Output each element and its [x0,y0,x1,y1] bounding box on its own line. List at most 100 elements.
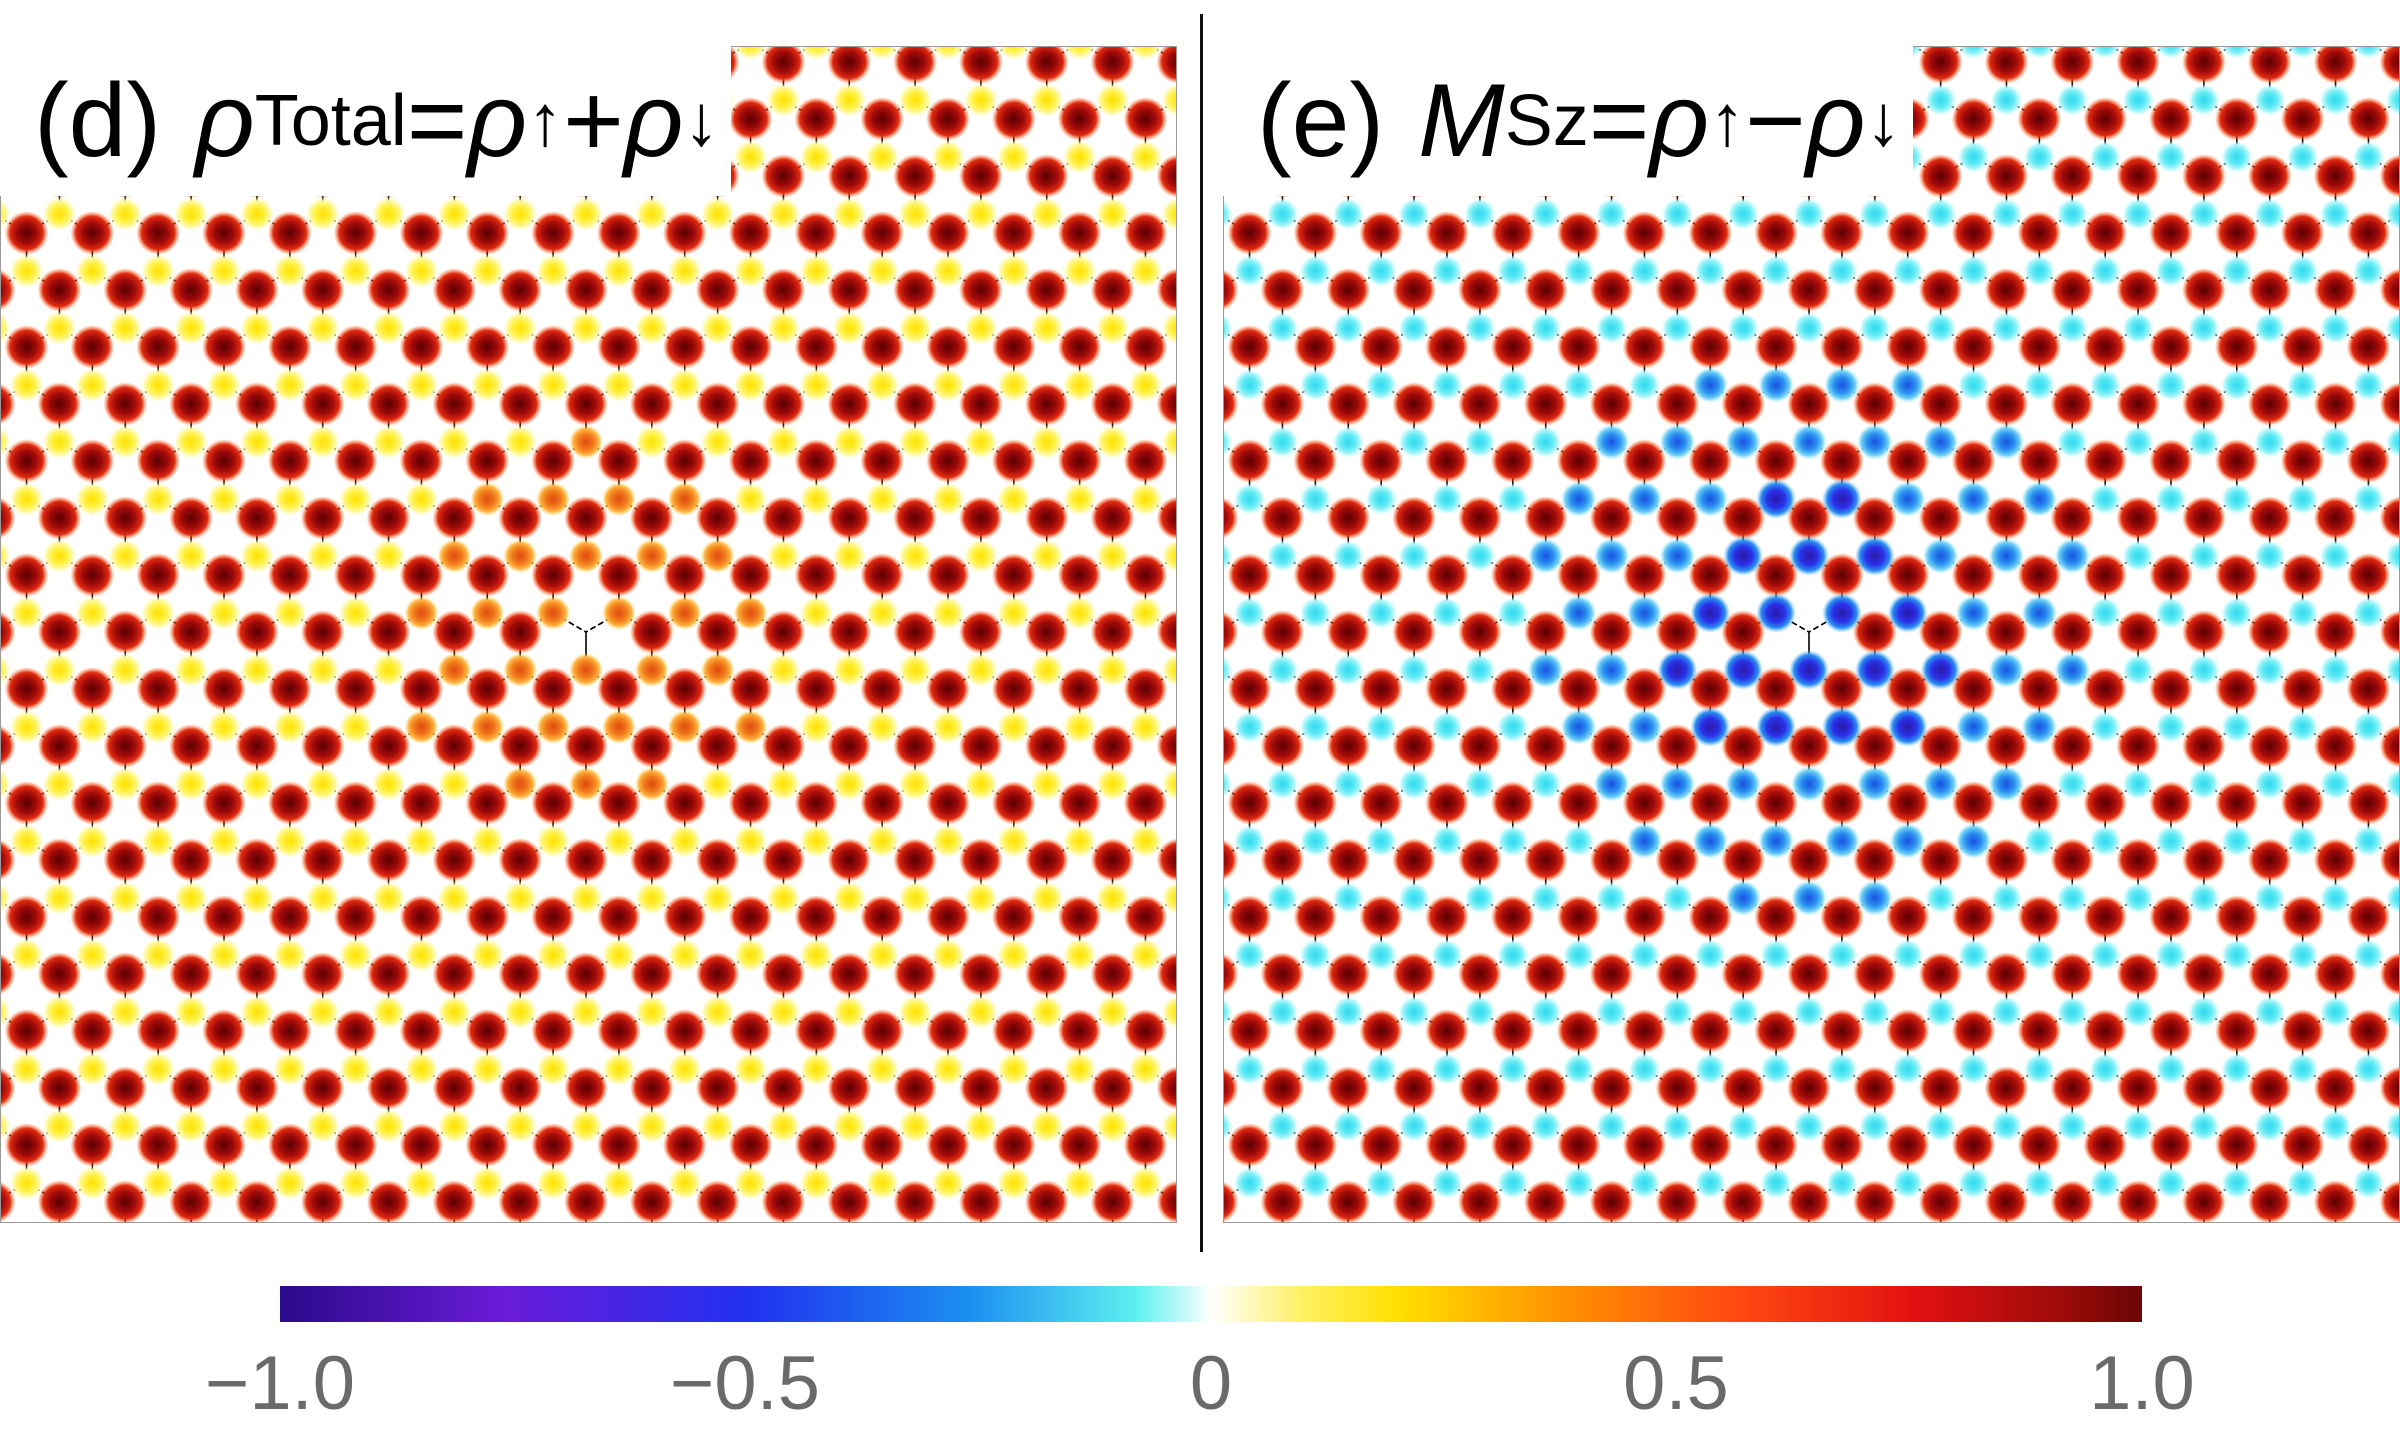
site-a [498,610,543,654]
site-a [1227,553,1272,597]
site-b [1955,595,1992,631]
site-b [2319,540,2352,572]
site-b [766,881,801,915]
site-b [75,938,110,972]
site-b [1957,369,1990,401]
site-b [1161,767,1176,801]
site-b [1431,255,1464,287]
site-a [432,496,477,540]
site-b [75,824,110,858]
site-a [1622,325,1667,369]
site-a [596,553,641,597]
site-b [108,995,143,1029]
site-b [2056,996,2089,1028]
site-b [2253,426,2286,458]
site-b [75,1166,110,1200]
site-a [1556,211,1601,255]
site-b [1463,654,1496,686]
site-a [531,895,576,939]
site-b [1365,1053,1398,1085]
site-b [1529,768,1562,800]
site-a [1123,211,1168,255]
site-b [305,1109,340,1143]
site-a [925,325,970,369]
site-b [1224,427,1233,457]
site-a [333,667,378,711]
site-a [202,667,247,711]
site-a [1392,382,1437,426]
site-b [1266,882,1299,914]
site-a [1589,496,1634,540]
site-a [169,1180,214,1222]
site-b [470,1052,505,1086]
site-b [1758,367,1795,403]
site-a [1490,667,1535,711]
site-b [1332,1110,1365,1142]
site-a [2050,838,2095,882]
site-b [1299,825,1332,857]
site-b [371,995,406,1029]
site-b [2385,540,2399,572]
site-a [1156,1180,1176,1222]
site-a [728,1009,773,1053]
site-a [1057,97,1102,141]
site-b [1266,768,1299,800]
site-a [432,1180,477,1222]
site-a [1885,1009,1930,1053]
site-b [832,1109,867,1143]
site-b [865,824,900,858]
site-b [1560,595,1597,631]
site-b [799,254,834,288]
panel-divider [1200,14,1203,1252]
site-b [1233,255,1266,287]
site-a [1885,781,1930,825]
site-a [2181,838,2226,882]
site-b [1825,939,1858,971]
site-b [1626,481,1663,517]
site-a [4,667,49,711]
site-b [2122,426,2155,458]
site-b [1161,197,1176,231]
site-a [1457,1066,1502,1110]
site-b [2319,198,2352,230]
site-a [1090,47,1135,84]
site-b [503,539,538,573]
site-a [169,952,214,996]
site-a [1984,268,2029,312]
site-b [1593,424,1630,460]
site-a [2116,610,2161,654]
site-a [432,268,477,312]
site-b [2122,84,2155,116]
site-a [103,610,148,654]
site-b [832,425,867,459]
site-a [564,496,608,540]
site-a [761,952,806,996]
sublattice-a-sites [1,47,1176,1222]
site-a [169,724,214,768]
site-a [1984,838,2029,882]
site-b [1398,426,1431,458]
site-a [991,553,1036,597]
site-a [498,1066,543,1110]
site-a [1156,952,1176,996]
site-b [1332,198,1365,230]
site-b [1,426,11,458]
site-b [1266,654,1299,686]
site-b [1793,1110,1825,1142]
site-a [958,1180,1003,1222]
site-b [634,539,669,573]
site-b [1233,825,1266,857]
colorbar-tick-1: 1.0 [2089,1341,2195,1426]
site-a [2148,97,2193,141]
site-a [1090,610,1135,654]
site-b [2023,369,2056,401]
site-a [2247,724,2292,768]
site-b [1,654,11,686]
site-a [2181,47,2226,84]
site-b [1299,255,1332,287]
site-a [893,1066,938,1110]
site-b [437,539,472,573]
site-a [564,1066,608,1110]
site-a [4,1123,49,1167]
site-b [239,539,274,573]
